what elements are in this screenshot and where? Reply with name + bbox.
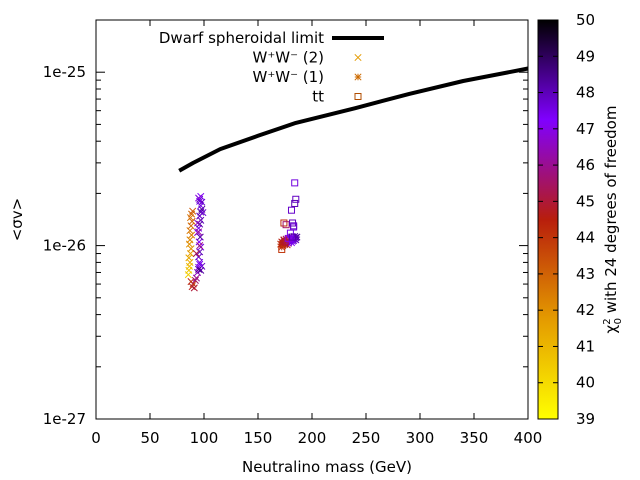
- data-marks: [184, 179, 301, 292]
- legend-marker: [354, 73, 362, 81]
- colorbar-tick-label: 44: [576, 229, 595, 247]
- data-point: [186, 236, 194, 244]
- data-point: [186, 258, 194, 266]
- data-point: [279, 240, 287, 248]
- data-point: [284, 234, 292, 242]
- data-point: [292, 195, 300, 203]
- y-tick-label: 1e-26: [43, 237, 86, 255]
- x-tick-label: 200: [298, 429, 327, 447]
- series-square: [278, 179, 300, 253]
- limit-line-path: [178, 66, 529, 173]
- x-tick-label: 50: [140, 429, 159, 447]
- x-tick-label: 400: [514, 429, 543, 447]
- data-point: [196, 242, 204, 250]
- legend-label: tt: [312, 88, 324, 106]
- data-point: [187, 222, 195, 230]
- data-point: [195, 228, 203, 236]
- data-point: [188, 283, 196, 291]
- axes: 0 50 100 150 200 250 300 350 400 1e-27 1e-26 1e-25 N…: [8, 19, 543, 476]
- x-tick-label: 350: [460, 429, 489, 447]
- data-point: [192, 274, 200, 282]
- colorbar-tick-label: 46: [576, 156, 595, 174]
- colorbar-tick-label: 45: [576, 192, 595, 210]
- data-point: [188, 231, 196, 239]
- y-tick-label: 1e-27: [43, 410, 86, 428]
- legend-label: Dwarf spheroidal limit: [159, 29, 324, 47]
- legend-label: W⁺W⁻ (1): [252, 68, 324, 86]
- y-axis-title: <σv>: [8, 198, 26, 242]
- data-point: [193, 219, 202, 227]
- colorbar-tick-label: 48: [576, 84, 595, 102]
- x-tick-label: 100: [190, 429, 219, 447]
- data-point: [287, 206, 295, 214]
- data-point: [190, 284, 198, 292]
- data-point: [278, 245, 286, 253]
- colorbar-tick-label: 42: [576, 301, 595, 319]
- data-point: [282, 221, 290, 229]
- data-point: [196, 258, 204, 266]
- colorbar-tick-label: 41: [576, 337, 595, 355]
- data-point: [289, 233, 297, 241]
- x-axis-title: Neutralino mass (GeV): [242, 458, 412, 476]
- data-point: [196, 233, 204, 241]
- data-point: [199, 209, 207, 217]
- colorbar-gradient: [537, 19, 559, 420]
- data-point: [192, 249, 200, 258]
- series-x: [184, 192, 207, 292]
- data-point: [189, 207, 197, 215]
- data-point: [188, 217, 196, 225]
- data-point: [280, 219, 288, 227]
- colorbar-tick-label: 39: [576, 410, 595, 428]
- data-point: [291, 199, 299, 207]
- colorbar: 39 40 41 42 43 44 45 46 47 48 49 50 χ20 with 24 degr…: [537, 11, 624, 428]
- data-point: [185, 254, 193, 262]
- data-point: [196, 260, 204, 268]
- legend-marker: [354, 53, 362, 62]
- x-tick-label: 250: [352, 429, 381, 447]
- data-point: [198, 198, 206, 206]
- colorbar-tick-label: 43: [576, 265, 595, 283]
- colorbar-tick-label: 50: [576, 11, 595, 29]
- data-point: [290, 222, 298, 230]
- legend-label: W⁺W⁻ (2): [252, 49, 324, 67]
- legend: Dwarf spheroidal limit W⁺W⁻ (2)W⁺W⁻ (1) tt: [159, 29, 384, 106]
- colorbar-title: χ20 with 24 degrees of freedom: [602, 106, 624, 334]
- colorbar-tick-label: 47: [576, 120, 595, 138]
- x-tick-label: 150: [244, 429, 273, 447]
- dwarf-limit-line: [178, 66, 529, 173]
- colorbar-tick-label: 40: [576, 374, 595, 392]
- data-point: [291, 179, 299, 187]
- data-point: [191, 276, 199, 284]
- data-point: [197, 266, 205, 274]
- x-tick-label: 300: [406, 429, 435, 447]
- legend-marker: [354, 93, 362, 100]
- colorbar-tick-label: 49: [576, 47, 595, 65]
- x-tick-label: 0: [91, 429, 101, 447]
- y-tick-label: 1e-25: [43, 63, 86, 81]
- data-point: [196, 197, 204, 205]
